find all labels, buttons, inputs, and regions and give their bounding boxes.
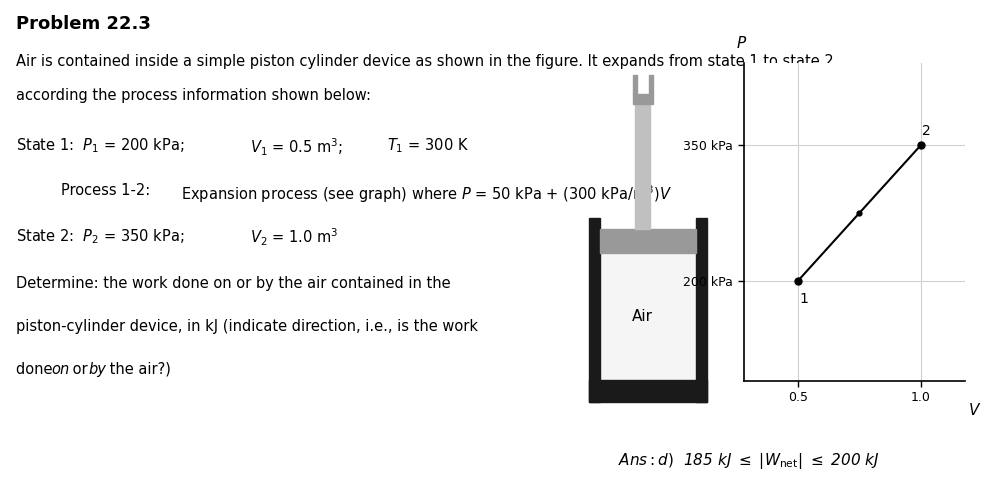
- Bar: [649, 75, 653, 94]
- Bar: [632, 94, 653, 104]
- Bar: [600, 229, 696, 253]
- Text: $\it{Ans: d)}$  185 kJ $\leq$ $|W_{\mathrm{net}}|$ $\leq$ 200 kJ: $\it{Ans: d)}$ 185 kJ $\leq$ $|W_{\mathr…: [618, 451, 880, 471]
- Text: Determine: the work done on or by the air contained in the: Determine: the work done on or by the ai…: [16, 276, 450, 291]
- Text: Process 1-2:: Process 1-2:: [61, 183, 151, 198]
- Text: the air?): the air?): [104, 362, 170, 377]
- Text: done: done: [16, 362, 57, 377]
- Text: on: on: [51, 362, 69, 377]
- Text: $\mathit{V}_2$ = 1.0 m$^3$: $\mathit{V}_2$ = 1.0 m$^3$: [250, 227, 338, 248]
- Text: V: V: [969, 403, 979, 418]
- Bar: [632, 75, 636, 94]
- Text: or: or: [68, 362, 93, 377]
- Bar: [696, 218, 707, 402]
- Text: Air is contained inside a simple piston cylinder device as shown in the figure. : Air is contained inside a simple piston …: [16, 54, 833, 69]
- Text: Problem 22.3: Problem 22.3: [16, 15, 151, 33]
- Bar: [635, 104, 650, 229]
- Bar: [589, 218, 600, 402]
- Text: Air: Air: [632, 309, 653, 324]
- Bar: [589, 380, 707, 402]
- Text: by: by: [88, 362, 106, 377]
- Text: 1: 1: [799, 292, 808, 306]
- Bar: [600, 253, 696, 380]
- Text: 2: 2: [922, 124, 931, 138]
- Text: $T_1$ = 300 K: $T_1$ = 300 K: [387, 137, 469, 155]
- Text: $\mathit{V}_1$ = 0.5 m$^3$;: $\mathit{V}_1$ = 0.5 m$^3$;: [250, 137, 343, 158]
- Text: piston-cylinder device, in kJ (indicate direction, i.e., is the work: piston-cylinder device, in kJ (indicate …: [16, 319, 478, 334]
- Text: State 1:  $P_1$ = 200 kPa;: State 1: $P_1$ = 200 kPa;: [16, 137, 184, 155]
- Text: Expansion process (see graph) where $P$ = 50 kPa + (300 kPa/m$^3$)$\mathit{V}$: Expansion process (see graph) where $P$ …: [181, 183, 672, 204]
- Text: P: P: [737, 36, 746, 51]
- Text: according the process information shown below:: according the process information shown …: [16, 88, 370, 103]
- Text: State 2:  $P_2$ = 350 kPa;: State 2: $P_2$ = 350 kPa;: [16, 227, 184, 245]
